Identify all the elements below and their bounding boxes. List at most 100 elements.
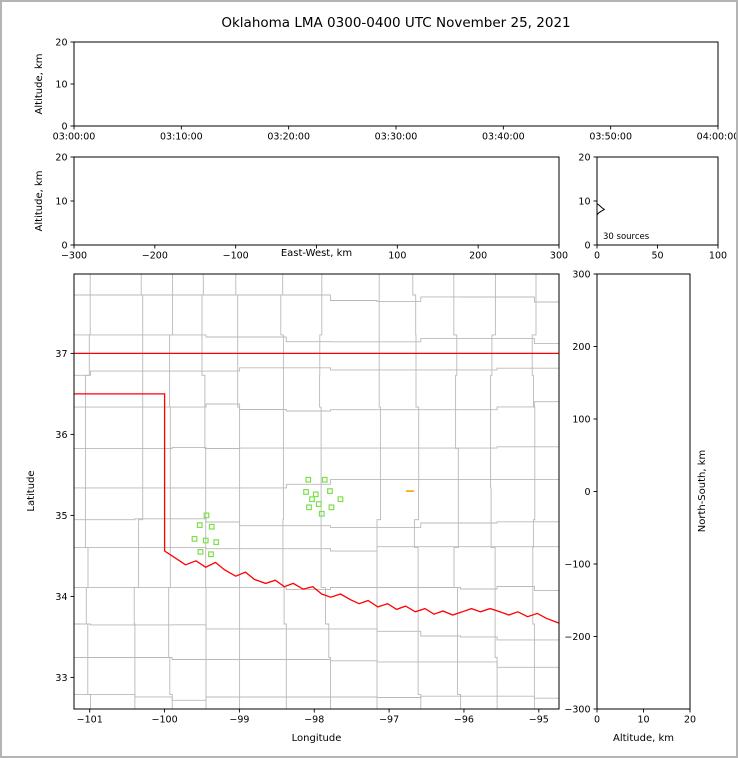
county-boundary	[84, 274, 91, 709]
lma-source-point	[337, 496, 344, 503]
time-height-x-tick-label: 03:00:00	[53, 132, 96, 143]
eastwest-panel-ylabel: Altitude, km	[34, 170, 45, 232]
time-height-panel	[73, 41, 719, 127]
county-boundary	[74, 693, 559, 701]
county-boundary	[280, 274, 287, 709]
plan-view-map-y-tick-label: 37	[55, 349, 67, 360]
time-height-y-tick-label: 10	[55, 79, 67, 90]
county-boundary	[412, 274, 422, 709]
time-height-x-tick-label: 03:30:00	[375, 132, 418, 143]
lma-source-point	[312, 491, 319, 498]
northsouth-height-y-tick-label: −300	[564, 704, 590, 715]
lma-source-point	[197, 548, 204, 555]
lma-source-point	[196, 522, 203, 529]
altitude-histogram-line	[596, 157, 606, 245]
northsouth-height-y-tick-label: 0	[584, 487, 590, 498]
lma-source-point	[208, 523, 215, 530]
county-boundary	[319, 274, 331, 709]
figure-title: Oklahoma LMA 0300-0400 UTC November 25, …	[221, 15, 571, 31]
time-height-x-tick-label: 04:00:00	[697, 132, 738, 143]
eastwest-height-x-tick-label: −300	[61, 251, 87, 262]
map-panel-xlabel: Longitude	[291, 733, 342, 744]
time-height-x-tick-label: 03:40:00	[482, 132, 525, 143]
plan-view-map-y-tick-label: 34	[55, 592, 67, 603]
eastwest-height-y-tick-label: 20	[55, 152, 67, 163]
time-panel-ylabel: Altitude, km	[34, 53, 45, 115]
northsouth-height-y-tick-label: 200	[572, 342, 590, 353]
plan-view-map-y-tick-label: 35	[55, 511, 67, 522]
lma-source-point	[303, 489, 309, 495]
lma-source-point	[318, 510, 325, 517]
time-height-x-tick-label: 03:10:00	[160, 132, 203, 143]
lma-source-point	[208, 551, 214, 558]
eastwest-height-y-tick-label: 10	[55, 196, 67, 207]
county-boundary	[133, 274, 144, 709]
county-boundary	[168, 274, 174, 709]
lma-source-point	[202, 537, 209, 544]
time-height-y-tick-label: 20	[55, 37, 67, 48]
eastwest-height-y-tick-label: 0	[61, 240, 67, 251]
county-boundary	[376, 274, 382, 709]
northsouth-height-x-tick-label: 10	[637, 715, 649, 726]
map-frame	[73, 273, 560, 710]
county-boundary	[201, 274, 207, 709]
altitude-histogram-x-tick-label: 0	[594, 251, 600, 262]
eastwest-panel-xlabel: East-West, km	[280, 248, 353, 259]
plan-view-map-x-tick-label: −95	[529, 715, 549, 726]
county-boundary	[74, 334, 559, 345]
eastwest-height-x-tick-label: −100	[223, 251, 249, 262]
altitude-histogram-x-tick-label: 100	[709, 251, 727, 262]
altitude-histogram-y-tick-label: 20	[578, 152, 590, 163]
lma-source-point	[213, 539, 220, 546]
county-boundary	[74, 518, 559, 528]
county-boundary	[74, 367, 559, 376]
plan-view-map-x-tick-label: −99	[229, 715, 249, 726]
county-boundary	[74, 446, 559, 449]
time-height-x-tick-label: 03:20:00	[267, 132, 310, 143]
plan-view-map-x-tick-label: −97	[379, 715, 399, 726]
lma-source-point	[315, 501, 322, 507]
altitude-histogram-y-tick-label: 0	[584, 240, 590, 251]
plan-view-map-y-tick-label: 36	[55, 430, 67, 441]
county-boundary	[74, 586, 559, 592]
lma-source-point	[191, 535, 198, 542]
northsouth-height-x-tick-label: 20	[684, 715, 696, 726]
lma-source-point	[309, 496, 315, 503]
northsouth-panel-ylabel: North-South, km	[697, 449, 708, 533]
plan-view-map-x-tick-label: −101	[77, 715, 103, 726]
county-boundary	[235, 274, 241, 709]
northsouth-height-y-tick-label: −200	[564, 632, 590, 643]
northsouth-height-panel	[596, 273, 691, 710]
plan-view-map-y-tick-label: 33	[55, 673, 67, 684]
county-boundary	[74, 479, 559, 489]
county-boundary	[74, 401, 559, 412]
plan-view-map-x-tick-label: −96	[454, 715, 474, 726]
northsouth-panel-xlabel: Altitude, km	[613, 733, 674, 744]
county-boundary	[490, 274, 498, 709]
lma-source-point	[203, 512, 210, 519]
eastwest-height-x-tick-label: −200	[142, 251, 168, 262]
altitude-histogram-x-tick-label: 50	[651, 251, 663, 262]
eastwest-height-x-tick-label: 300	[550, 251, 568, 262]
northsouth-height-y-tick-label: 100	[572, 414, 590, 425]
map-panel-ylabel: Latitude	[26, 470, 37, 512]
lma-source-point	[321, 476, 328, 483]
county-boundary	[453, 274, 462, 709]
northsouth-height-y-tick-label: 300	[572, 269, 590, 280]
eastwest-height-x-tick-label: 100	[388, 251, 406, 262]
county-boundary	[531, 274, 537, 709]
county-boundary	[74, 294, 559, 303]
plan-view-map-x-tick-label: −98	[304, 715, 324, 726]
time-height-y-tick-label: 0	[61, 121, 67, 132]
lma-source-point	[327, 488, 333, 494]
northsouth-height-y-tick-label: −100	[564, 559, 590, 570]
eastwest-height-panel	[73, 156, 560, 246]
map-layers	[74, 274, 559, 709]
lma-source-point	[305, 476, 312, 483]
lma-source-point	[306, 504, 312, 511]
lma-source-point	[328, 504, 335, 511]
state-border	[74, 393, 559, 624]
time-height-x-tick-label: 03:50:00	[589, 132, 632, 143]
